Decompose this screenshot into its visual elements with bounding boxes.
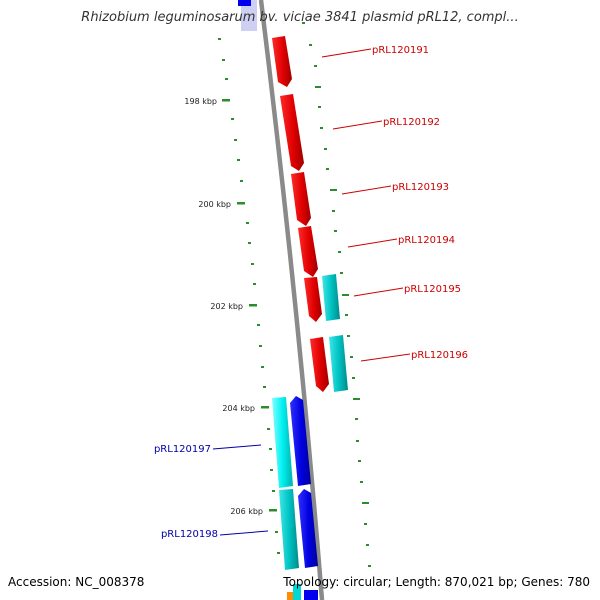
forward-strand-genes: [272, 36, 329, 392]
cyan-genes: [272, 274, 348, 600]
gene-block-cyan-bottom: [293, 584, 301, 600]
gene-arrow-pRL120193: [291, 172, 311, 226]
gene-block-blue-bottom: [304, 590, 318, 600]
gene-label-pRL120193[interactable]: pRL120193: [392, 182, 449, 193]
gene-arrow-pRL120191: [272, 36, 292, 87]
scale-tick-202: [249, 304, 257, 307]
gene-arrow-pRL120196: [310, 337, 329, 392]
gene-label-pRL120198[interactable]: pRL120198: [161, 529, 218, 540]
scale-tick-label-204: 204 kbp: [222, 404, 255, 413]
gene-label-leaders: [212, 48, 411, 536]
gc-skew-track-right: [302, 22, 371, 567]
scale-tick-198: [222, 99, 230, 102]
gene-arrow-pRL120194: [298, 226, 318, 277]
gc-content-track-left: [218, 38, 280, 554]
gene-block-cyan-1: [322, 274, 340, 321]
gene-feature-top-faint: [241, 0, 257, 31]
scale-tick-200: [237, 202, 245, 205]
accession-text: Accession: NC_008378: [8, 575, 145, 589]
gene-label-pRL120195[interactable]: pRL120195: [404, 284, 461, 295]
gene-label-pRL120194[interactable]: pRL120194: [398, 235, 455, 246]
plasmid-backbone: [258, 0, 325, 600]
gene-arrow-reverse-2: [298, 489, 318, 568]
gene-arrow-pRL120192: [280, 94, 304, 171]
gene-arrow-pRL120197: [272, 397, 293, 488]
scale-ticks: [222, 99, 277, 512]
gene-arrow-pRL120198: [279, 489, 299, 570]
scale-tick-206: [269, 509, 277, 512]
reverse-strand-genes: [287, 396, 318, 600]
scale-tick-label-202: 202 kbp: [210, 302, 243, 311]
gene-label-pRL120196[interactable]: pRL120196: [411, 350, 468, 361]
gene-arrow-pRL120195: [304, 277, 322, 322]
gene-arrow-reverse-1: [290, 396, 311, 486]
gene-label-pRL120197[interactable]: pRL120197: [154, 444, 211, 455]
scale-tick-label-200: 200 kbp: [198, 200, 231, 209]
genome-summary-text: Topology: circular; Length: 870,021 bp; …: [283, 575, 590, 589]
scale-tick-labels: 198 kbp 200 kbp 202 kbp 204 kbp 206 kbp: [184, 97, 263, 516]
gene-block-cyan-2: [329, 335, 348, 392]
gene-label-pRL120192[interactable]: pRL120192: [383, 117, 440, 128]
scale-tick-label-206: 206 kbp: [230, 507, 263, 516]
gene-feature-top-blue: [238, 0, 251, 6]
map-title: Rhizobium leguminosarum bv. viciae 3841 …: [81, 10, 519, 25]
gene-labels: pRL120191 pRL120192 pRL120193 pRL120194 …: [154, 45, 468, 540]
gene-label-pRL120191[interactable]: pRL120191: [372, 45, 429, 56]
gene-block-orange-bottom: [287, 592, 293, 600]
scale-tick-204: [261, 406, 269, 409]
scale-tick-label-198: 198 kbp: [184, 97, 217, 106]
